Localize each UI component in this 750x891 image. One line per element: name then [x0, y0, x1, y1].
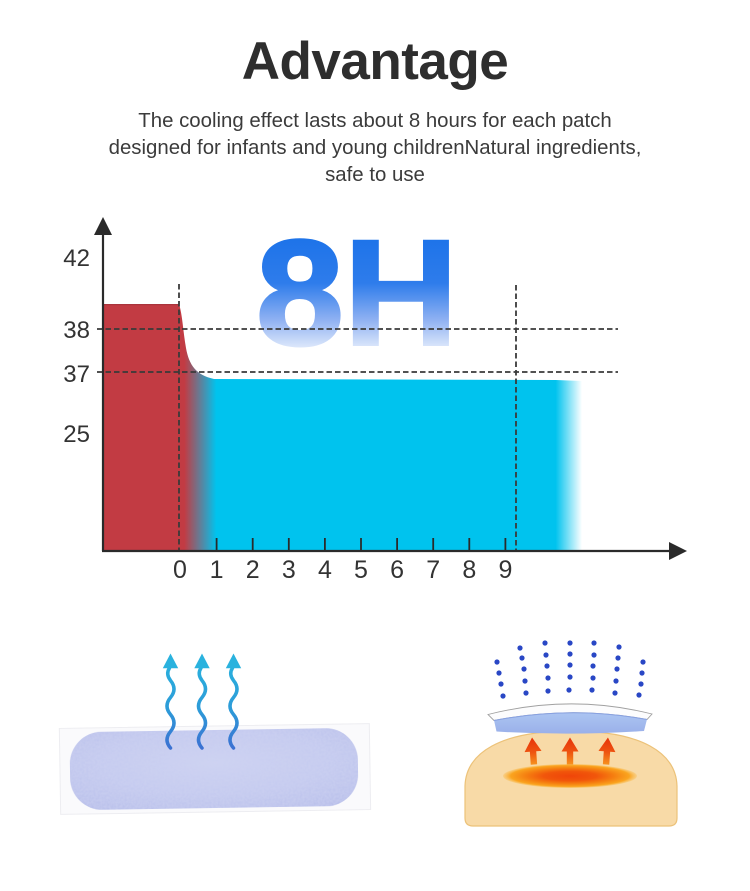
svg-text:4: 4 — [318, 556, 332, 584]
svg-text:5: 5 — [354, 556, 368, 584]
svg-text:1: 1 — [210, 556, 224, 584]
svg-text:37: 37 — [63, 361, 90, 388]
svg-text:8: 8 — [462, 556, 476, 584]
svg-text:38: 38 — [63, 317, 90, 344]
svg-text:3: 3 — [282, 556, 296, 584]
svg-text:7: 7 — [426, 556, 440, 584]
svg-text:2: 2 — [246, 556, 260, 584]
svg-text:0: 0 — [173, 556, 187, 584]
svg-text:9: 9 — [498, 556, 512, 584]
svg-text:25: 25 — [63, 421, 90, 448]
svg-text:6: 6 — [390, 556, 404, 584]
svg-text:42: 42 — [63, 245, 90, 272]
svg-text:8H: 8H — [256, 209, 458, 377]
